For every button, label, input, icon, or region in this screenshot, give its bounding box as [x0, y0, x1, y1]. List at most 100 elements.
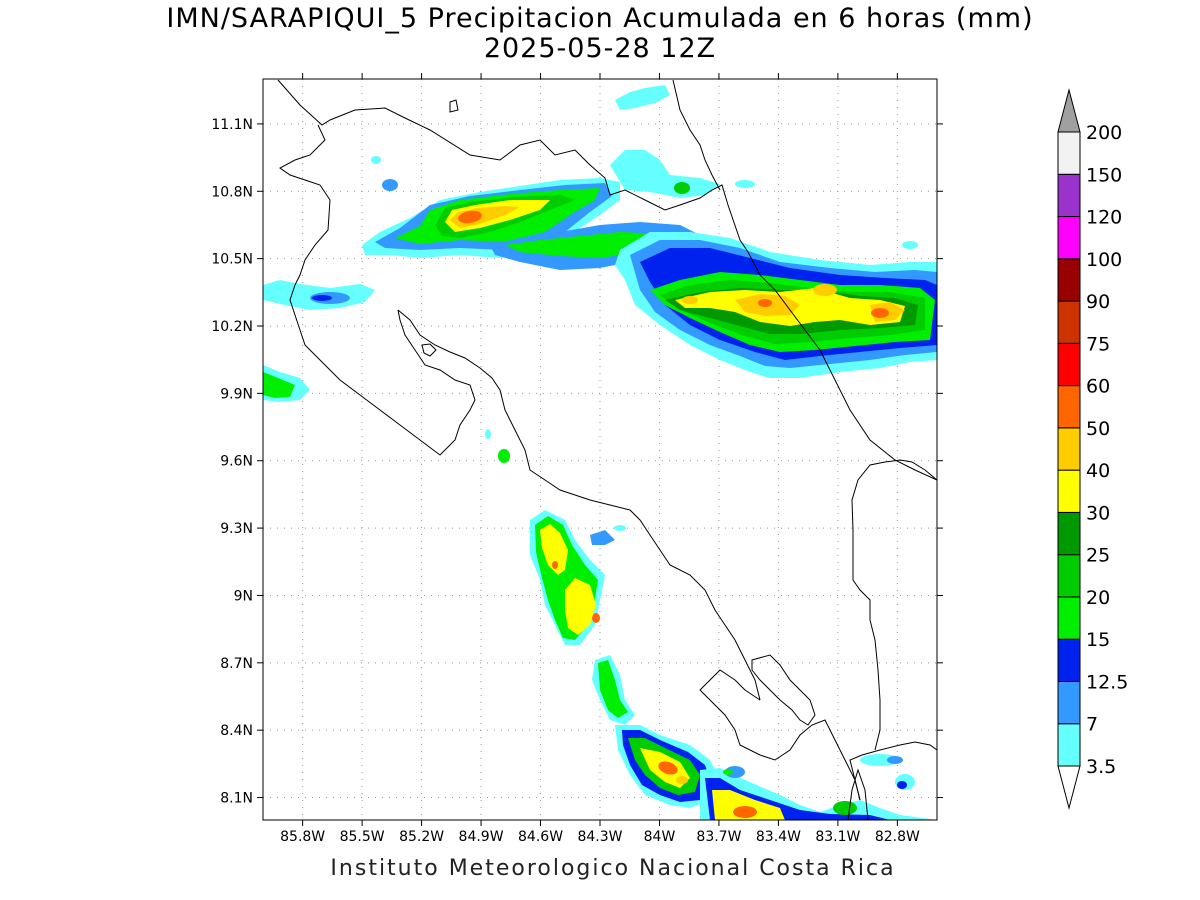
precip-max [552, 561, 558, 569]
colorbar-swatch [1057, 300, 1081, 344]
precip-cell [485, 429, 491, 439]
lon-tick-label: 84.9W [459, 829, 504, 845]
colorbar-label: 25 [1086, 545, 1110, 567]
colorbar-swatch [1057, 723, 1081, 767]
colorbar-swatch [1057, 173, 1081, 218]
golfo-dulce [751, 654, 816, 726]
lon-tick-label: 82.8W [875, 829, 920, 845]
precip-cell [897, 781, 907, 789]
precip-cell [723, 769, 733, 775]
colorbar-label: 100 [1086, 249, 1122, 271]
lon-tick-label: 83.4W [756, 829, 801, 845]
caribbean-coast-north [672, 79, 721, 191]
nicoya-island [421, 343, 437, 357]
lat-tick-label: 8.7N [220, 656, 253, 672]
precip-cell [735, 180, 755, 188]
caribbean-coast [747, 251, 937, 481]
colorbar-label: 40 [1086, 460, 1110, 482]
colorbar-swatch [1057, 596, 1081, 640]
precip-core [682, 296, 698, 304]
lon-tick-label: 85.5W [340, 829, 385, 845]
precip-cell-west [263, 372, 295, 398]
precip-core [676, 776, 688, 784]
precip-cell-north [615, 85, 670, 110]
nicaragua-coast [277, 79, 749, 253]
colorbar-swatch [1057, 680, 1081, 725]
precip-cell [498, 449, 510, 463]
precip-cell-north [610, 150, 720, 198]
colorbar-swatch [1057, 554, 1081, 598]
precip-cell [614, 525, 626, 531]
lat-tick-label: 9.3N [220, 521, 253, 537]
precip-cell-west [382, 179, 398, 191]
gulf-of-nicoya [397, 309, 761, 701]
lake-nicaragua-islet [449, 99, 459, 113]
colorbar-swatch [1057, 342, 1081, 387]
precip-cell [902, 241, 918, 249]
lon-tick-label: 84.3W [577, 829, 622, 845]
panama-border [851, 459, 937, 751]
lat-tick-label: 9N [234, 588, 253, 604]
colorbar-label: 60 [1086, 376, 1110, 398]
colorbar-label: 15 [1086, 629, 1110, 651]
colorbar-label: 50 [1086, 418, 1110, 440]
precip-max-east [871, 308, 889, 318]
colorbar-under-arrow [1057, 765, 1081, 810]
coastlines-borders [277, 79, 937, 820]
precip-cell-central-core [540, 524, 568, 575]
map-title: IMN/SARAPIQUI_5 Precipitacion Acumulada … [166, 3, 1034, 34]
burica [847, 768, 869, 820]
colorbar-label: 30 [1086, 502, 1110, 524]
colorbar-label: 75 [1086, 333, 1110, 355]
panama-coast [849, 741, 937, 801]
precip-cell-west [312, 295, 332, 301]
colorbar-swatch [1057, 385, 1081, 429]
colorbar-over-arrow [1057, 88, 1081, 133]
colorbar-label: 200 [1086, 122, 1122, 144]
precip-max [733, 806, 757, 818]
colorbar-label: 20 [1086, 587, 1110, 609]
lat-tick-label: 11.1N [211, 117, 253, 133]
lon-tick-label: 83.7W [696, 829, 741, 845]
colorbar-swatch [1057, 511, 1081, 556]
lon-tick-label: 84.6W [518, 829, 563, 845]
colorbar-label: 150 [1086, 164, 1122, 186]
precip-cell-central-core [565, 578, 596, 635]
precip-cell [590, 530, 615, 545]
lon-tick-label: 85.2W [399, 829, 444, 845]
colorbar-label: 90 [1086, 291, 1110, 313]
colorbar-swatch [1057, 469, 1081, 513]
footer-credit: Instituto Meteorologico Nacional Costa R… [330, 856, 896, 881]
colorbar-swatch [1057, 427, 1081, 471]
lat-tick-label: 10.8N [211, 184, 253, 200]
precip-max [458, 210, 482, 224]
colorbar-swatch [1057, 638, 1081, 682]
precip-cell-south-core [712, 790, 785, 820]
precip-cell-west [371, 156, 381, 164]
colorbar-label: 7 [1086, 714, 1098, 736]
colorbar-swatch [1057, 131, 1081, 175]
lat-tick-label: 10.5N [211, 252, 253, 268]
lon-tick-label: 83.1W [815, 829, 860, 845]
lat-tick-label: 8.1N [220, 791, 253, 807]
axis-ticks: 85.8W 85.5W 85.2W 84.9W 84.6W 84.3W 84W 83.7W 83… [211, 73, 943, 845]
guanacaste-coast [279, 124, 476, 456]
precip-cell [887, 756, 903, 764]
lat-tick-label: 9.9N [220, 386, 253, 402]
colorbar: 3.5 7 12.5 15 20 25 30 40 50 60 75 90 100 120 150 200 [1057, 88, 1128, 810]
precip-cell [674, 182, 690, 194]
precip-cell [833, 801, 857, 815]
lat-tick-label: 9.6N [220, 454, 253, 470]
lat-tick-label: 10.2N [211, 319, 253, 335]
precip-cell [725, 766, 745, 778]
precipitation-fields [263, 85, 937, 820]
precip-max-east [758, 299, 772, 307]
lon-tick-label: 85.8W [280, 829, 325, 845]
map-subtitle: 2025-05-28 12Z [483, 33, 717, 64]
colorbar-label: 3.5 [1086, 756, 1116, 778]
colorbar-swatch [1057, 258, 1081, 302]
colorbar-swatch [1057, 216, 1081, 260]
lat-tick-label: 8.4N [220, 723, 253, 739]
lon-tick-label: 84W [644, 829, 676, 845]
